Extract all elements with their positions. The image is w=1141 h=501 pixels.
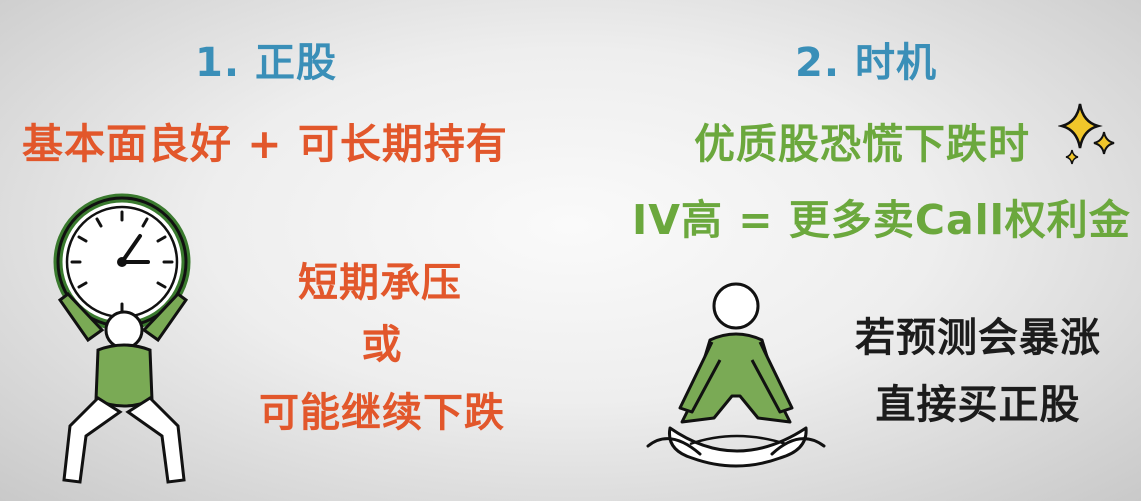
sparkle-icon — [1058, 103, 1115, 165]
person-holding-clock-icon — [53, 193, 191, 484]
right-line-2: IV高 = 更多卖Call权利金 — [632, 196, 1131, 244]
risk-line-1: 短期承压 — [298, 260, 462, 306]
clock-icon — [53, 193, 191, 331]
meditating-person-icon — [646, 282, 826, 468]
note-line-1: 若预测会暴涨 — [855, 315, 1101, 361]
risk-line-3: 可能继续下跌 — [259, 390, 505, 436]
left-condition: 基本面良好 + 可长期持有 — [22, 120, 508, 168]
note-line-2: 直接买正股 — [875, 382, 1081, 428]
right-line-1: 优质股恐慌下跌时 — [694, 120, 1030, 168]
right-heading: 2. 时机 — [795, 40, 937, 86]
risk-line-2: 或 — [361, 322, 403, 368]
left-heading: 1. 正股 — [195, 40, 337, 86]
